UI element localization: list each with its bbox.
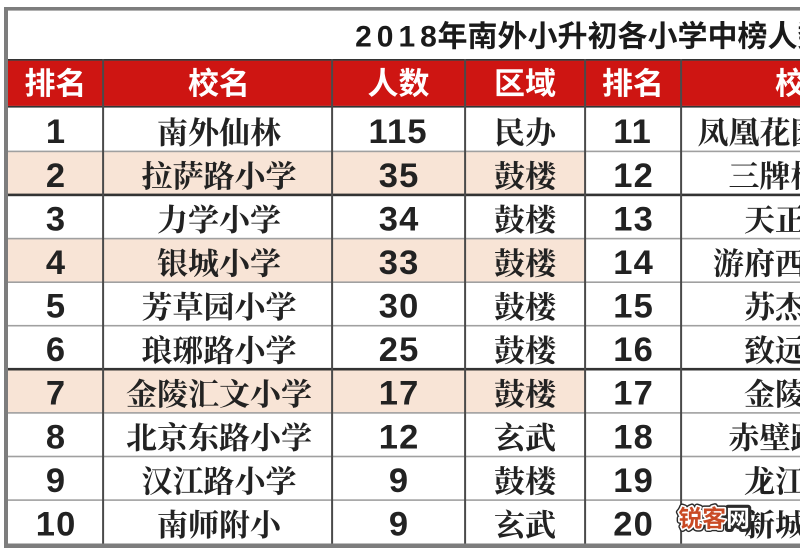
svg-text:9: 9 [389,462,409,500]
svg-text:12: 12 [613,157,654,195]
svg-text:8: 8 [46,418,66,456]
svg-text:17: 17 [379,375,420,413]
svg-text:13: 13 [613,200,654,238]
svg-text:34: 34 [379,200,420,238]
svg-text:18: 18 [613,418,654,456]
svg-text:30: 30 [379,288,420,326]
svg-text:1: 1 [46,113,66,151]
svg-text:25: 25 [379,331,420,369]
svg-text:9: 9 [46,462,66,500]
svg-text:10: 10 [36,506,77,544]
svg-text:9: 9 [389,506,409,544]
svg-text:6: 6 [46,331,66,369]
svg-text:11: 11 [613,113,652,151]
svg-text:4: 4 [46,244,66,282]
svg-text:5: 5 [46,288,66,326]
svg-text:2: 2 [46,157,66,195]
svg-text:2018: 2018 [355,21,442,54]
svg-text:15: 15 [613,288,654,326]
svg-text:14: 14 [613,244,654,282]
svg-text:19: 19 [613,462,654,500]
svg-text:7: 7 [46,375,66,413]
svg-text:12: 12 [379,418,420,456]
svg-text:17: 17 [613,375,654,413]
svg-text:35: 35 [379,157,420,195]
svg-text:33: 33 [379,244,420,282]
svg-text:20: 20 [613,506,654,544]
svg-text:3: 3 [46,200,66,238]
svg-text:115: 115 [369,113,428,151]
svg-text:16: 16 [613,331,654,369]
